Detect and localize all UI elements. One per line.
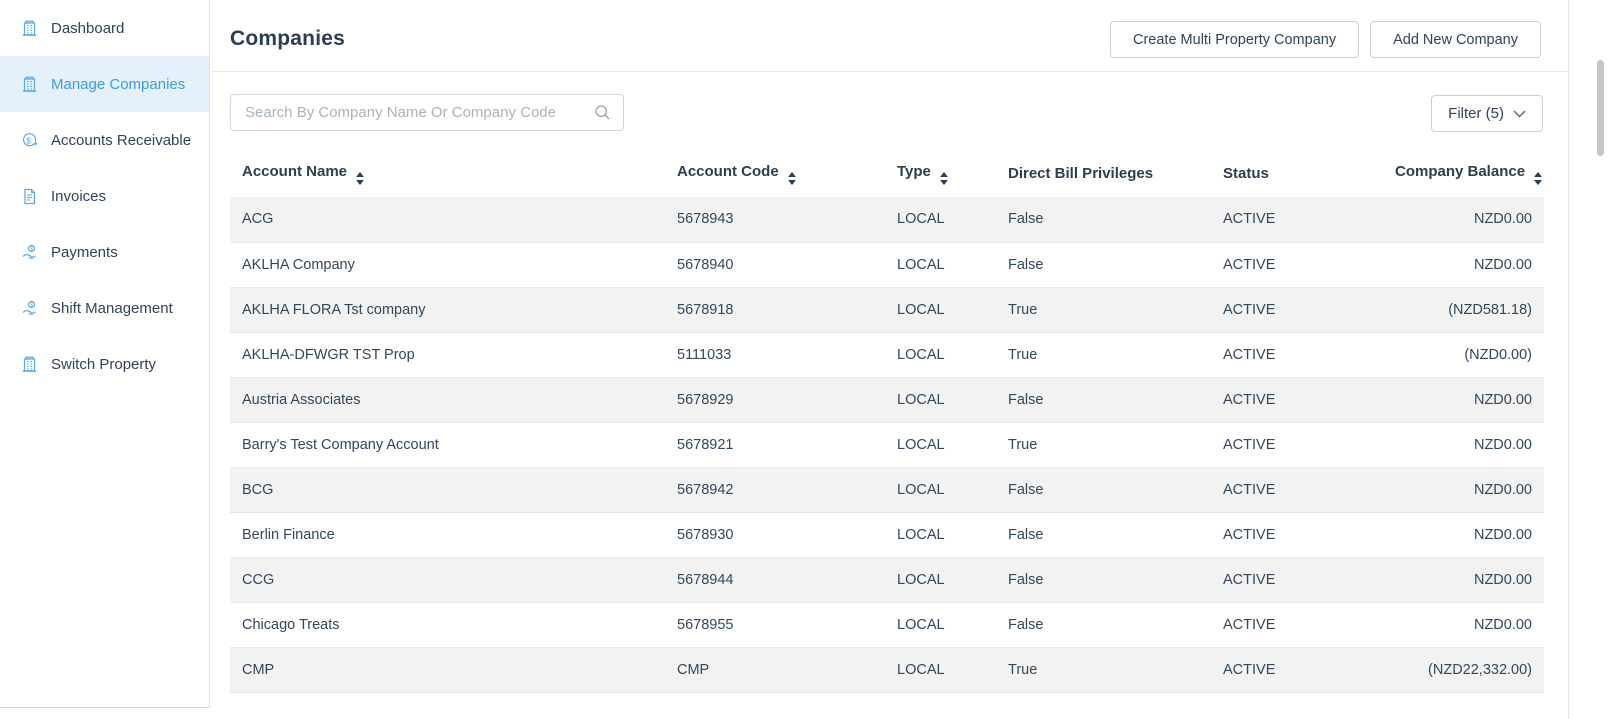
table-row[interactable]: BCG 5678942 LOCAL False ACTIVE NZD0.00 [230, 467, 1544, 513]
sidebar-item-label: Invoices [51, 187, 107, 205]
main-content: Companies Create Multi Property Company … [211, 0, 1568, 719]
sidebar-item-manage-companies[interactable]: Manage Companies [0, 56, 209, 112]
search-box [230, 94, 624, 131]
sidebar: Dashboard Manage Companies $ Accounts Re… [0, 0, 210, 708]
page-header: Companies Create Multi Property Company … [211, 0, 1568, 72]
table-row[interactable]: Barry's Test Company Account 5678921 LOCAL… [230, 422, 1544, 468]
sidebar-item-switch-property[interactable]: Switch Property [0, 336, 209, 392]
hand-coin-icon: $ [20, 243, 39, 262]
chevron-down-icon [1513, 110, 1526, 118]
column-header-direct-bill-privileges: Direct Bill Privileges [1008, 165, 1154, 182]
column-header-account-code[interactable]: Account Code [665, 150, 885, 197]
svg-text:$: $ [30, 246, 33, 252]
sidebar-item-label: Switch Property [51, 355, 157, 373]
column-header-account-name[interactable]: Account Name [230, 150, 665, 197]
sort-icon[interactable] [787, 171, 796, 185]
create-multi-property-company-button[interactable]: Create Multi Property Company [1110, 21, 1360, 58]
sort-icon[interactable] [939, 171, 948, 185]
sidebar-item-label: Manage Companies [51, 75, 186, 93]
table-row[interactable]: AKLHA Company 5678940 LOCAL False ACTIVE NZD0… [230, 242, 1544, 288]
scrollbar-track[interactable] [1568, 0, 1607, 719]
sidebar-item-label: Dashboard [51, 19, 125, 37]
table-row[interactable]: ACG 5678943 LOCAL False ACTIVE NZD0.00 [230, 197, 1544, 243]
building-icon [20, 355, 39, 374]
add-new-company-button[interactable]: Add New Company [1370, 21, 1541, 58]
column-header-company-balance[interactable]: Company Balance [1383, 150, 1544, 197]
sidebar-item-payments[interactable]: $ Payments [0, 224, 209, 280]
sort-icon[interactable] [356, 171, 365, 185]
table-row[interactable]: AKLHA FLORA Tst company 5678918 LOCAL True A… [230, 287, 1544, 333]
filter-button[interactable]: Filter (5) [1431, 95, 1543, 132]
page-title: Companies [230, 27, 345, 50]
toolbar: Filter (5) [211, 72, 1568, 150]
svg-text:$: $ [27, 136, 32, 145]
scrollbar-thumb[interactable] [1597, 60, 1604, 156]
invoice-icon [20, 187, 39, 206]
table-row[interactable]: Chicago Treats 5678955 LOCAL False ACTIVE NZD… [230, 602, 1544, 648]
header-buttons: Create Multi Property Company Add New Co… [1110, 21, 1541, 58]
companies-table: Account Name Account Code Type Direct Bi… [230, 150, 1544, 693]
building-icon [20, 19, 39, 38]
filter-label: Filter (5) [1448, 105, 1504, 122]
sidebar-item-label: Shift Management [51, 299, 173, 317]
sidebar-item-label: Accounts Receivable [51, 131, 192, 149]
table-row[interactable]: Berlin Finance 5678930 LOCAL False ACTIVE NZD… [230, 512, 1544, 558]
sidebar-item-dashboard[interactable]: Dashboard [0, 0, 209, 56]
sidebar-item-accounts-receivable[interactable]: $ Accounts Receivable [0, 112, 209, 168]
dollar-cycle-icon: $ [20, 131, 39, 150]
table-row[interactable]: CCG 5678944 LOCAL False ACTIVE NZD0.00 [230, 557, 1544, 603]
sidebar-item-label: Payments [51, 243, 118, 261]
table-row[interactable]: Austria Associates 5678929 LOCAL False ACTIV… [230, 377, 1544, 423]
sidebar-item-invoices[interactable]: Invoices [0, 168, 209, 224]
table-row[interactable]: AKLHA-DFWGR TST Prop 5111033 LOCAL True ACTI… [230, 332, 1544, 378]
hand-coin-icon: $ [20, 299, 39, 318]
column-header-type[interactable]: Type [885, 150, 996, 197]
building-icon [20, 75, 39, 94]
search-input[interactable] [230, 94, 624, 131]
svg-text:$: $ [30, 302, 33, 308]
table-header-row: Account Name Account Code Type Direct Bi… [230, 150, 1544, 197]
search-icon [594, 104, 611, 121]
sidebar-item-shift-management[interactable]: $ Shift Management [0, 280, 209, 336]
table-row[interactable]: CMP CMP LOCAL True ACTIVE (NZD22,332.00) [230, 647, 1544, 693]
column-header-status: Status [1223, 165, 1269, 182]
sort-icon[interactable] [1534, 171, 1543, 185]
